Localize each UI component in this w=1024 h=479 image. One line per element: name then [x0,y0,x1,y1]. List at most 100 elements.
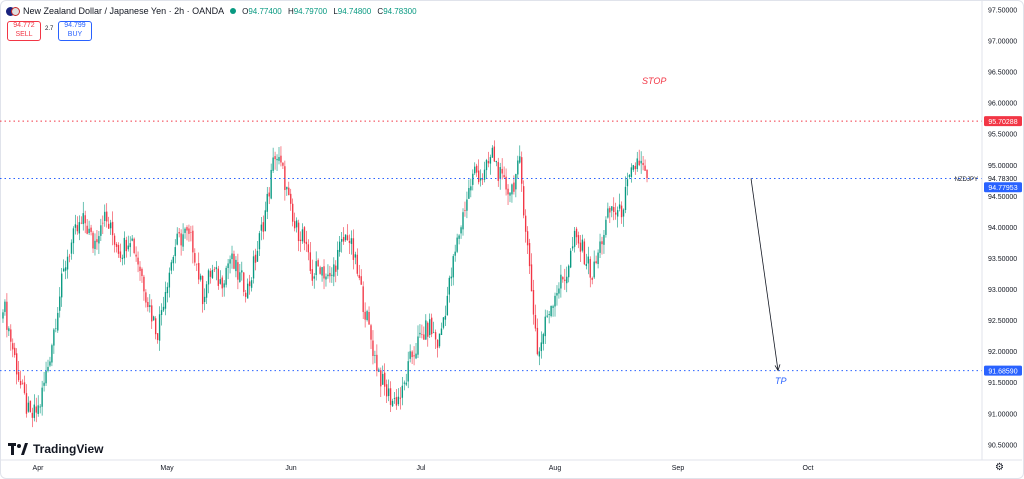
tp-price-tag-bg [984,365,1022,376]
candle [317,258,319,267]
candle-body [495,160,497,163]
candle [158,306,161,351]
ohlc-readout: O94.77400 H94.79700 L94.74800 C94.78300 [242,6,417,16]
candle [462,208,464,236]
candle [391,398,394,408]
candle [137,251,139,273]
settings-gear-icon[interactable]: ⚙ [995,462,1004,473]
candle [307,239,310,261]
candle-body [624,186,627,210]
candle-body [252,256,255,279]
candle-body [630,167,633,177]
candle [605,216,607,238]
candle-body [172,257,174,264]
candle-body [106,211,108,222]
candle [180,229,182,256]
candle-body [434,332,437,340]
candle-body [382,373,384,385]
candle [620,201,623,224]
candle [530,253,533,292]
candle-body [131,238,133,241]
candle-body [552,306,554,308]
candle-body [601,241,603,245]
tradingview-logo[interactable]: TradingView [8,442,103,456]
candle [521,151,523,192]
candle-body [35,406,37,413]
candle [460,225,462,239]
candle [432,321,435,334]
candle-body [231,253,233,260]
sell-button[interactable]: 94.772 SELL [7,21,41,41]
candle-body [599,241,601,253]
candle-body [515,173,517,190]
candle-body [111,221,114,236]
candle [470,178,472,198]
candle [229,255,231,274]
y-tick-label: 93.00000 [988,287,1017,294]
candle [436,339,439,358]
candle [640,151,642,174]
candle [444,305,447,326]
candle [276,154,278,172]
candle [106,203,108,228]
candle [552,304,554,317]
candle [131,235,133,242]
candle-body [523,186,525,216]
candle-body [133,238,135,253]
candle-body [640,160,642,164]
candle-body [23,382,26,394]
candle [164,281,167,316]
candle-body [517,160,519,175]
buy-button[interactable]: 94.799 BUY [58,21,92,41]
candle-body [235,259,237,272]
symbol-header[interactable]: New Zealand Dollar / Japanese Yen · 2h ·… [6,4,421,18]
candle-body [200,275,202,280]
candle-body [638,160,640,166]
candle [258,230,261,257]
candle [577,231,580,249]
candle-body [198,263,200,280]
candle-body [115,243,118,247]
candle [431,313,433,338]
candle [609,206,611,224]
candle [642,155,644,171]
candle-body [338,241,341,252]
candle-body [117,244,120,254]
candle-body [597,252,599,264]
candle [153,315,155,321]
candle-body [29,400,32,413]
candle-body [317,260,319,267]
candle [23,375,26,395]
candle-body [421,334,423,335]
candle [389,381,392,412]
candle [362,281,364,320]
candle-body [356,254,358,274]
candle-body [154,318,157,335]
candle [19,370,22,389]
candle-body [380,370,382,387]
candle [523,180,525,219]
candle-body [628,175,631,177]
candle-body [266,193,268,212]
candle [407,351,409,389]
candle-body [286,186,288,190]
candle-body [12,343,14,350]
candle-body [223,283,225,288]
candle [41,380,43,416]
candle-body [331,274,333,276]
candle [554,292,556,317]
stop-price-tag-bg [984,116,1022,127]
candle-body [466,199,468,211]
y-tick-label: 96.50000 [988,70,1017,77]
candle-body [153,316,155,321]
candle [626,172,629,196]
candle [33,394,35,422]
candle [100,218,102,242]
candle-body [603,234,605,245]
candle-body [184,228,186,233]
candle [393,392,396,404]
candle-body [207,270,210,285]
tp-arrow[interactable] [750,178,779,371]
candle [405,373,407,387]
